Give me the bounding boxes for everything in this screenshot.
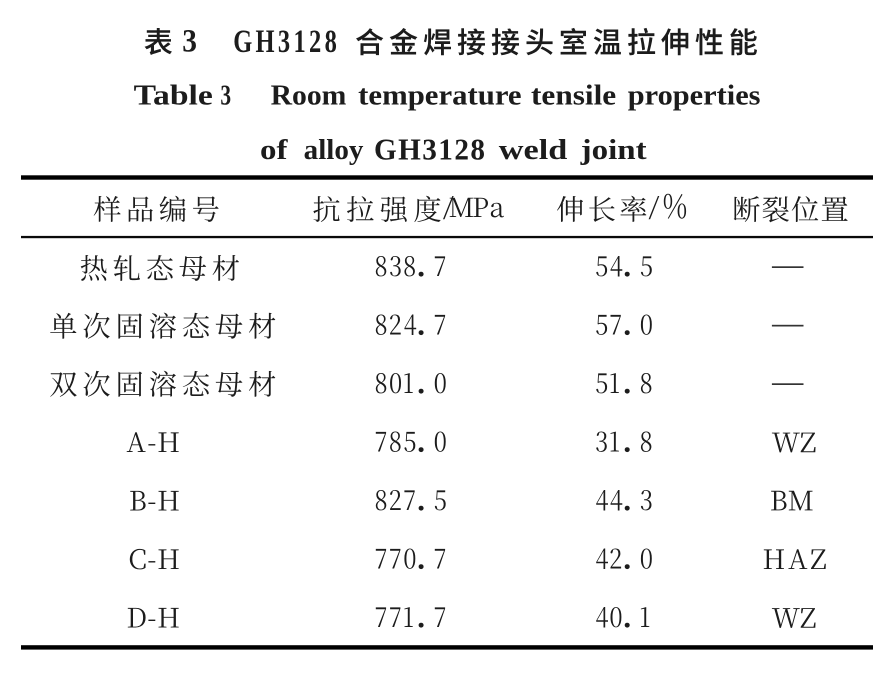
svg-text:Table: Table bbox=[134, 81, 213, 112]
svg-text:GH3128: GH3128 bbox=[374, 133, 486, 167]
svg-text:temperature: temperature bbox=[358, 81, 521, 112]
svg-text:GH3128: GH3128 bbox=[233, 24, 340, 60]
svg-text:tensile: tensile bbox=[531, 81, 616, 112]
svg-text:Room: Room bbox=[271, 81, 347, 112]
svg-text:joint: joint bbox=[579, 135, 647, 166]
svg-text:alloy: alloy bbox=[304, 135, 364, 166]
svg-text:weld: weld bbox=[499, 135, 568, 166]
svg-text:of: of bbox=[260, 135, 288, 166]
svg-text:3: 3 bbox=[182, 24, 197, 60]
svg-text:3: 3 bbox=[220, 81, 231, 112]
svg-text:properties: properties bbox=[628, 81, 761, 112]
